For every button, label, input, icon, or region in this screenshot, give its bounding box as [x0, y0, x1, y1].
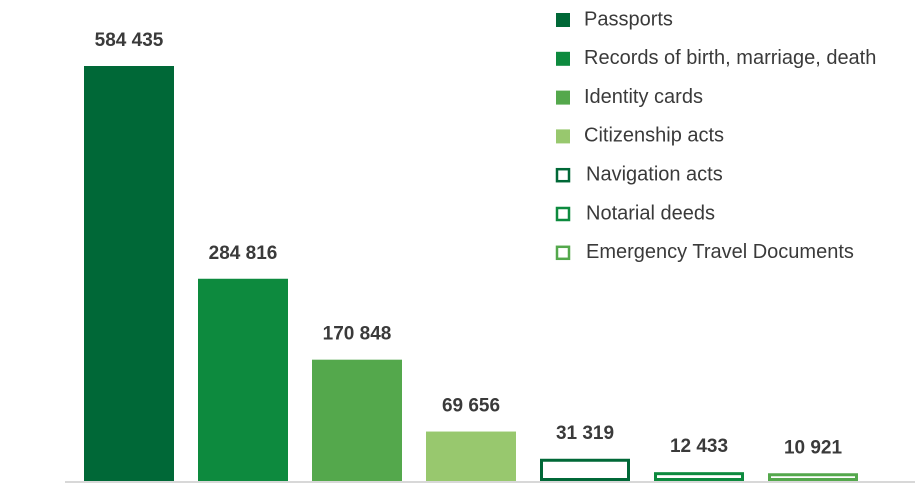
legend-swatch	[555, 167, 571, 183]
legend-swatch	[556, 51, 570, 66]
legend-label: Citizenship acts	[584, 125, 724, 147]
value-label: 284 816	[209, 243, 278, 264]
legend-swatch	[555, 206, 571, 222]
bar	[540, 458, 630, 482]
bar	[312, 359, 402, 481]
legend-swatch	[556, 13, 570, 27]
bar	[654, 472, 744, 481]
legend-label: Records of birth, marriage, death	[584, 47, 876, 69]
legend-swatch	[555, 245, 571, 261]
bar	[84, 66, 174, 481]
legend-label: Notarial deeds	[586, 202, 715, 224]
value-label: 31 319	[556, 423, 614, 444]
value-label: 584 435	[95, 30, 164, 51]
legend-label: Emergency Travel Documents	[586, 241, 854, 263]
legend-label: Identity cards	[584, 86, 703, 108]
bar	[198, 278, 288, 481]
bar	[768, 473, 858, 482]
value-label: 170 848	[323, 324, 392, 345]
value-label: 10 921	[784, 437, 843, 458]
value-label: 12 433	[670, 436, 728, 457]
value-label: 69 656	[442, 396, 500, 417]
legend-label: Navigation acts	[586, 163, 723, 185]
legend-label: Passports	[584, 8, 673, 30]
legend-swatch	[556, 90, 570, 105]
legend-swatch	[556, 129, 570, 144]
bar	[426, 431, 516, 481]
